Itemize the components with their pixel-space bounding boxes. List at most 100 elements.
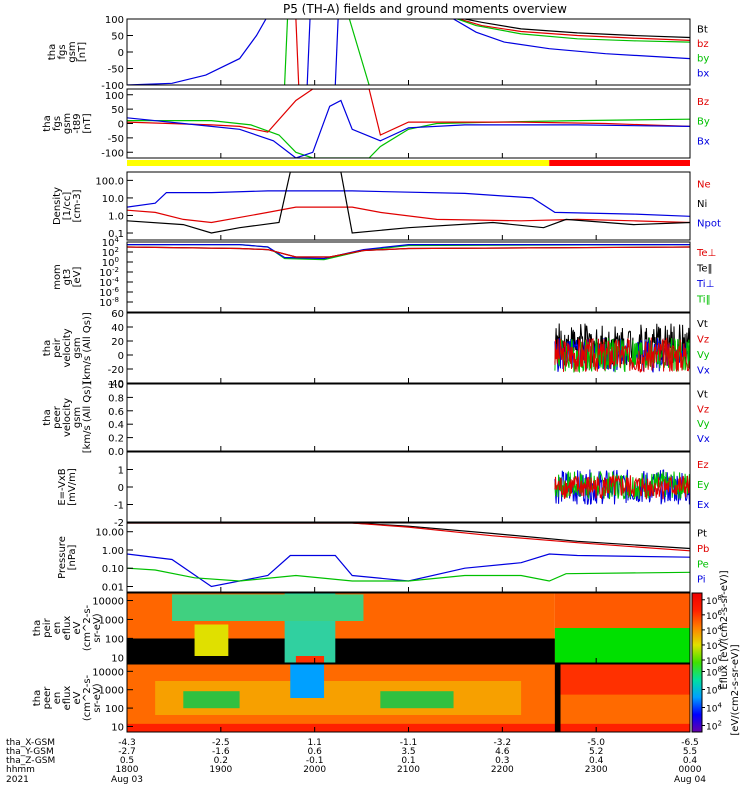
ephemeris-value: -0.1 — [306, 756, 324, 766]
series-bz-spike — [295, 19, 300, 85]
panel-data-electron_spectrogram — [127, 664, 690, 732]
y-tick-label: 0.8 — [108, 393, 124, 404]
series-by — [455, 19, 690, 43]
y-axis-label: gsm — [67, 41, 78, 62]
y-axis-label: [mV/m] — [67, 468, 78, 506]
series-vt — [554, 323, 690, 366]
series-by-spike — [284, 19, 289, 85]
legend-by: by — [697, 54, 709, 65]
spectrogram-region-7 — [554, 664, 561, 732]
legend-vz: Vz — [697, 404, 709, 415]
legend-vx: Vx — [697, 434, 710, 445]
y-axis-label: [km/s (All Qs)] — [82, 382, 93, 454]
y-axis-label: eV — [72, 621, 83, 634]
y-tick-label: 1 — [118, 466, 124, 477]
ephemeris-value: 5.2 — [589, 747, 603, 757]
series-by-spike-2 — [348, 19, 370, 85]
ephemeris-value: 1.1 — [308, 738, 322, 748]
ephemeris-value: 2300 — [585, 765, 608, 775]
y-axis-label: tha — [32, 690, 43, 706]
panel-electron_velocity: 1.0 0.8 0.6 0.4 0.2 0.0 tha peer velocity gsm [km/… — [42, 380, 710, 458]
series-bz — [127, 89, 690, 136]
colorbar-tick-label: 104 — [706, 702, 722, 715]
series-vz — [554, 337, 690, 373]
y-tick-label: 1.0 — [108, 211, 124, 222]
ephemeris-value: -1.1 — [400, 738, 418, 748]
ephemeris-value: 0.4 — [589, 756, 604, 766]
ephemeris-value: -1.6 — [212, 747, 230, 757]
y-axis-label: eV — [72, 691, 83, 704]
legend-ti-: Ti‖ — [696, 294, 711, 305]
y-axis-label: [eV] — [72, 267, 83, 288]
ephemeris-value: -6.5 — [681, 738, 699, 748]
status-bar-segment-1 — [549, 160, 690, 166]
y-axis-label: [cm-3] — [72, 189, 83, 222]
y-tick-label: 50 — [111, 32, 124, 43]
y-axis-label: peer — [52, 405, 63, 429]
ephemeris-row-label: hhmm — [6, 765, 35, 775]
status-bar-segment-0 — [127, 160, 550, 166]
y-tick-label: 10000 — [92, 597, 124, 608]
y-tick-label: 100 — [105, 704, 124, 715]
panel-frame — [126, 522, 691, 593]
y-axis-label: en — [52, 692, 63, 705]
legend-vt: Vt — [697, 319, 708, 330]
legend-vt: Vt — [697, 389, 708, 400]
series-bx-spike — [306, 19, 311, 85]
legend-ex: Ex — [697, 500, 709, 511]
ephemeris-value: 0000 — [679, 765, 702, 775]
legend-pb: Pb — [697, 544, 709, 555]
y-tick-label: -100 — [101, 148, 124, 159]
y-axis-label: velocity — [62, 328, 73, 367]
y-tick-label: -2 — [114, 518, 124, 529]
ephemeris-date-end: Aug 04 — [674, 775, 706, 785]
legend-ne: Ne — [697, 180, 711, 191]
series-npot — [127, 190, 690, 217]
spectrogram-region-4 — [194, 624, 229, 656]
spectrogram-region-3 — [380, 691, 454, 709]
y-axis-label: eflux — [62, 686, 73, 711]
series-pi — [127, 553, 690, 588]
series-bx — [127, 19, 690, 85]
ephemeris-row-label: tha_Y-GSM — [6, 747, 54, 757]
y-tick-label: 10 — [111, 653, 124, 664]
y-tick-label: -50 — [108, 65, 124, 76]
y-axis-label: gsm — [72, 407, 83, 428]
panel-density: 100.0 10.0 1.0 0.1 Density [1/cc] [cm-3] Ne Ni Np… — [52, 171, 721, 241]
y-axis-label: Pressure — [57, 536, 68, 579]
y-axis-label: peir — [42, 617, 53, 637]
y-axis-label: tha — [42, 340, 53, 356]
y-axis-label: tha — [32, 620, 43, 636]
y-axis-label: [1/cc] — [62, 192, 73, 221]
series-pe — [127, 567, 690, 582]
panel-frame — [126, 383, 691, 452]
panel-frame — [126, 241, 691, 313]
legend-bt: Bt — [697, 24, 708, 35]
ephemeris-value: -4.3 — [118, 738, 136, 748]
ephemeris-value: 4.6 — [495, 747, 510, 757]
ephemeris-date-start: Aug 03 — [111, 775, 143, 785]
y-tick-label: -1 — [114, 501, 124, 512]
y-axis-label: peer — [42, 686, 53, 710]
y-tick-label: 0.10 — [102, 564, 124, 575]
spectrogram-region-7 — [172, 594, 364, 621]
legend-ez: Ez — [697, 460, 709, 471]
ephemeris-value: 3.5 — [401, 747, 415, 757]
ephemeris-value: 0.4 — [683, 756, 698, 766]
panel-data-pressure — [127, 523, 690, 588]
ephemeris-value: -3.2 — [494, 738, 512, 748]
panel-fgs_dip: 100 50 0 -50 -100 tha fgs gsm -t89 [nT] Bz By Bx — [42, 88, 710, 166]
legend-ti-: Ti⊥ — [696, 279, 714, 290]
panel-data-efield — [554, 469, 690, 505]
y-axis-label: fgs — [57, 44, 68, 59]
y-axis-label: Density — [52, 187, 63, 225]
y-tick-label: 0 — [118, 48, 124, 59]
y-axis-label: en — [52, 622, 63, 635]
panel-data-density — [127, 172, 690, 234]
y-axis-label: fgs — [52, 116, 63, 131]
y-axis-label: E=-VxB — [57, 468, 68, 505]
y-tick-label: 1.0 — [108, 380, 124, 391]
y-axis-label: [nT] — [82, 113, 93, 133]
series-pt — [127, 523, 690, 550]
